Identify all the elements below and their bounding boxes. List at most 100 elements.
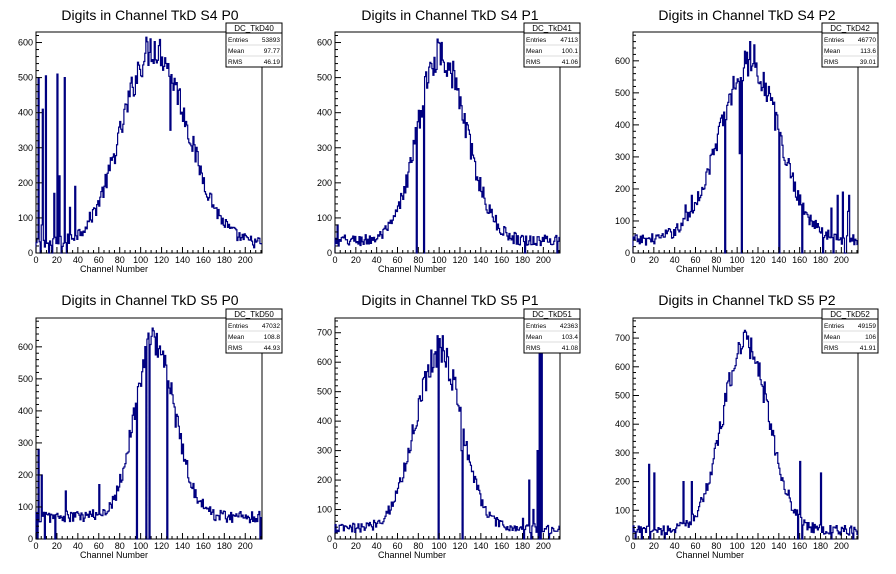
x-axis-label: Channel Number xyxy=(676,550,744,560)
stats-label: Mean xyxy=(824,48,841,55)
histogram-panel-1: Digits in Channel TkD S4 P1 0 100 200 300 400… xyxy=(317,7,581,274)
x-tick-label: 180 xyxy=(217,541,232,551)
x-tick-label: 0 xyxy=(332,541,337,551)
plot-frame xyxy=(632,31,859,254)
x-tick-label: 100 xyxy=(133,255,148,265)
plot-frame xyxy=(35,31,263,254)
histogram-series xyxy=(334,38,560,254)
x-tick-label: 120 xyxy=(154,255,169,265)
chart-title: Digits in Channel TkD S4 P0 xyxy=(61,7,238,23)
stats-box: DC_TkD50 Entries 47032 Mean 108.8 RMS 44.93 xyxy=(225,308,283,354)
x-axis-label: Channel Number xyxy=(378,550,446,560)
x-tick-label: 200 xyxy=(536,255,551,265)
stats-value: 97.77 xyxy=(264,48,281,55)
y-tick-label: 100 xyxy=(18,502,33,512)
x-tick-label: 100 xyxy=(730,255,745,265)
x-tick-label: 160 xyxy=(792,255,807,265)
x-tick-label: 140 xyxy=(175,541,190,551)
chart-title: Digits in Channel TkD S5 P1 xyxy=(361,292,538,308)
y-tick-label: 300 xyxy=(615,152,630,162)
stats-box: DC_TkD41 Entries 47113 Mean 100.1 RMS 41.06 xyxy=(523,22,581,68)
histogram-panel-4: Digits in Channel TkD S5 P10100200300400… xyxy=(317,292,581,560)
y-tick-label: 300 xyxy=(18,438,33,448)
x-tick-label: 100 xyxy=(133,541,148,551)
y-tick-label: 400 xyxy=(615,120,630,130)
y-tick-label: 400 xyxy=(615,419,630,429)
y-tick-label: 0 xyxy=(327,534,332,544)
stats-label: Mean xyxy=(824,334,841,341)
stats-box-name: DC_TkD50 xyxy=(234,310,274,319)
x-tick-label: 100 xyxy=(730,541,745,551)
y-tick-label: 300 xyxy=(615,448,630,458)
x-tick-label: 120 xyxy=(452,541,467,551)
y-tick-label: 200 xyxy=(615,184,630,194)
plot-frame xyxy=(334,317,561,540)
chart-title: Digits in Channel TkD S4 P2 xyxy=(658,7,835,23)
x-tick-label: 60 xyxy=(392,255,402,265)
y-tick-label: 100 xyxy=(317,213,332,223)
x-tick-label: 180 xyxy=(813,255,828,265)
y-tick-label: 100 xyxy=(615,505,630,515)
y-tick-label: 100 xyxy=(615,216,630,226)
y-tick-label: 100 xyxy=(317,505,332,515)
x-tick-label: 0 xyxy=(630,255,635,265)
x-tick-label: 40 xyxy=(372,255,382,265)
x-tick-label: 0 xyxy=(332,255,337,265)
y-tick-label: 600 xyxy=(615,362,630,372)
stats-box-name: DC_TkD41 xyxy=(532,24,572,33)
x-tick-label: 40 xyxy=(372,541,382,551)
stats-box: DC_TkD52 Entries 49159 Mean 106 RMS 41.91 xyxy=(821,308,879,354)
y-tick-label: 0 xyxy=(625,248,630,258)
stats-box: DC_TkD40 Entries 53893 Mean 97.77 RMS 46.19 xyxy=(225,22,283,68)
x-tick-label: 20 xyxy=(351,255,361,265)
x-tick-label: 20 xyxy=(649,255,659,265)
x-tick-label: 80 xyxy=(711,255,721,265)
x-tick-label: 180 xyxy=(515,541,530,551)
x-tick-label: 40 xyxy=(670,255,680,265)
x-tick-label: 120 xyxy=(452,255,467,265)
x-axis-label: Channel Number xyxy=(80,550,148,560)
x-tick-label: 180 xyxy=(217,255,232,265)
histogram-series xyxy=(334,326,560,540)
stats-label: RMS xyxy=(526,345,541,352)
stats-label: Mean xyxy=(228,334,245,341)
stats-label: Mean xyxy=(526,48,543,55)
y-tick-label: 0 xyxy=(28,248,33,258)
x-tick-label: 160 xyxy=(196,255,211,265)
chart-title: Digits in Channel TkD S4 P1 xyxy=(361,7,538,23)
stats-value: 41.08 xyxy=(562,345,579,352)
x-tick-label: 40 xyxy=(73,541,83,551)
y-tick-label: 200 xyxy=(317,475,332,485)
y-tick-label: 500 xyxy=(317,73,332,83)
stats-label: RMS xyxy=(824,345,839,352)
x-tick-label: 20 xyxy=(52,255,62,265)
y-tick-label: 700 xyxy=(615,333,630,343)
y-tick-label: 400 xyxy=(317,416,332,426)
y-tick-label: 600 xyxy=(615,56,630,66)
plot-frame xyxy=(334,31,561,254)
y-tick-label: 300 xyxy=(317,143,332,153)
stats-box-name: DC_TkD42 xyxy=(830,24,870,33)
x-tick-label: 60 xyxy=(690,541,700,551)
plot-frame xyxy=(632,317,859,540)
x-tick-label: 140 xyxy=(771,255,786,265)
y-tick-label: 500 xyxy=(18,374,33,384)
histogram-series xyxy=(632,41,858,254)
stats-value: 49159 xyxy=(858,323,876,330)
x-tick-label: 80 xyxy=(413,541,423,551)
x-tick-label: 120 xyxy=(750,541,765,551)
histogram-series xyxy=(35,36,262,254)
stats-label: RMS xyxy=(228,59,243,66)
y-tick-label: 500 xyxy=(615,390,630,400)
stats-label: Mean xyxy=(526,334,543,341)
x-tick-label: 200 xyxy=(238,255,253,265)
x-tick-label: 160 xyxy=(494,255,509,265)
x-tick-label: 200 xyxy=(834,255,849,265)
y-tick-label: 400 xyxy=(317,108,332,118)
stats-label: Mean xyxy=(228,48,245,55)
x-tick-label: 200 xyxy=(536,541,551,551)
y-tick-label: 0 xyxy=(625,534,630,544)
x-tick-label: 140 xyxy=(771,541,786,551)
y-tick-label: 0 xyxy=(28,534,33,544)
y-tick-label: 200 xyxy=(317,178,332,188)
